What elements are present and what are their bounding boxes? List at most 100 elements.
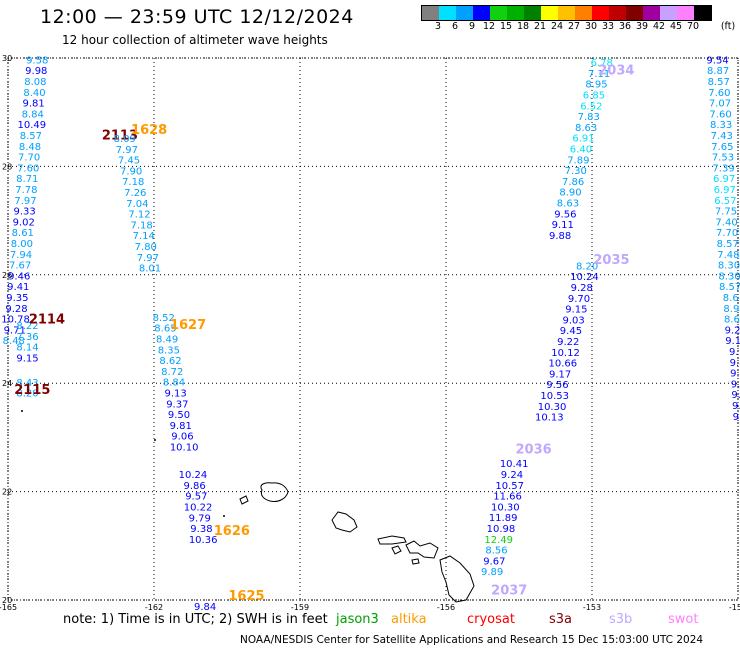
wave-height-value: 8.63 <box>557 199 579 210</box>
wave-height-value: 8.56 <box>485 546 507 557</box>
colorbar-swatch <box>643 6 660 20</box>
wave-height-value: 7.60 <box>708 88 730 99</box>
colorbar-swatch <box>558 6 575 20</box>
wave-height-value: 9.24 <box>501 470 523 481</box>
colorbar-tick-label: 9 <box>468 21 476 32</box>
wave-height-value: 7.18 <box>122 177 144 188</box>
wave-height-value: 8.90 <box>559 188 581 199</box>
wave-height-value: 8.48 <box>3 336 25 347</box>
wave-height-value: 7.14 <box>133 231 155 242</box>
wave-height-value: 6.97 <box>714 185 736 196</box>
wave-height-value: 6.85 <box>583 91 605 102</box>
wave-height-value: 8.30 <box>718 261 740 272</box>
wave-height-value: 7.86 <box>562 177 584 188</box>
colorbar-tick-label: 15 <box>499 21 513 32</box>
island-hawaii <box>439 555 475 603</box>
wave-height-value: 7.18 <box>130 220 152 231</box>
wave-height-value: 9.17 <box>549 369 571 380</box>
wave-height-value: 8.71 <box>16 174 38 185</box>
pass-time-label: 1626 <box>214 524 250 539</box>
legend-sat-jason3: jason3 <box>336 612 379 627</box>
wave-height-value: 7.90 <box>120 166 142 177</box>
wave-height-value: 8.63 <box>575 123 597 134</box>
wave-height-value: 10.66 <box>549 359 578 370</box>
wave-height-value: 9.56 <box>546 380 568 391</box>
legend-sat-swot: swot <box>668 612 699 627</box>
wave-height-value: 9.81 <box>170 421 192 432</box>
wave-height-value: 9.88 <box>549 231 571 242</box>
wave-height-value: 9.58 <box>26 55 48 66</box>
wave-height-value: 8.57 <box>719 282 740 293</box>
pass-time-label: 2115 <box>14 383 50 398</box>
wave-height-value: 8.14 <box>16 343 38 354</box>
wave-height-value: 9.46 <box>8 271 30 282</box>
wave-height-value: 7.04 <box>126 199 148 210</box>
island-maui <box>405 540 439 559</box>
wave-height-value: 8.49 <box>156 334 178 345</box>
wave-height-value: 9.57 <box>185 492 207 503</box>
wave-height-value: 7.60 <box>17 163 39 174</box>
island-molokai <box>377 535 407 545</box>
wave-height-value: 8.57 <box>717 239 739 250</box>
wave-height-value: 8.84 <box>163 378 185 389</box>
colorbar-tick-label: 21 <box>533 21 547 32</box>
colorbar-swatch <box>473 6 490 20</box>
wave-height-value: 6.57 <box>714 196 736 207</box>
wave-height-value: 7.65 <box>711 142 733 153</box>
wave-height-value: 7.70 <box>716 228 738 239</box>
wave-height-value: 7.80 <box>135 242 157 253</box>
colorbar-swatch <box>660 6 677 20</box>
colorbar-tick-label: 18 <box>516 21 530 32</box>
legend-sat-altika: altika <box>391 612 427 627</box>
island-niihau <box>239 495 249 505</box>
island-dot <box>154 439 156 441</box>
wave-height-value: 8.57 <box>20 131 42 142</box>
pass-time-label: 2034 <box>598 63 634 78</box>
wave-height-value: 7.36 <box>16 332 38 343</box>
longitude-tick-label: -159 <box>291 603 309 610</box>
wave-height-value: 9. <box>730 369 740 380</box>
wave-height-value: 8.61 <box>12 228 34 239</box>
wave-height-value: 7.53 <box>712 153 734 164</box>
wave-height-value: 7.70 <box>18 153 40 164</box>
pass-time-label: 1627 <box>170 318 206 333</box>
wave-height-value: 8.62 <box>159 356 181 367</box>
wave-height-value: 9.41 <box>7 282 29 293</box>
wave-height-value: 7.45 <box>118 156 140 167</box>
wave-height-value: 7.75 <box>715 207 737 218</box>
wave-height-value: 8.6 <box>723 293 739 304</box>
wave-height-value: 7.30 <box>565 166 587 177</box>
colorbar-tick-label: 24 <box>550 21 564 32</box>
wave-height-value: 9.37 <box>166 399 188 410</box>
colorbar-swatch <box>439 6 456 20</box>
island-dot <box>223 515 225 517</box>
wave-height-value: 6.78 <box>591 58 613 69</box>
wave-height-value: 9.81 <box>22 99 44 110</box>
colorbar-tick-label: 30 <box>584 21 598 32</box>
wave-height-value: 9.79 <box>189 513 211 524</box>
wave-height-value: 7.94 <box>10 250 32 261</box>
wave-height-value: 8.09 <box>114 134 136 145</box>
wave-height-value: 10.53 <box>540 391 569 402</box>
island-kauai <box>260 482 289 502</box>
colorbar-swatch <box>592 6 609 20</box>
wave-height-value: 9.06 <box>171 432 193 443</box>
wave-height-value: 9.56 <box>554 209 576 220</box>
wave-height-value: 8.40 <box>23 88 45 99</box>
wave-height-value: 9.98 <box>25 66 47 77</box>
wave-height-value: 9.71 <box>4 325 26 336</box>
wave-height-value: 11.66 <box>493 492 522 503</box>
wave-height-value: 10.49 <box>17 120 46 131</box>
wave-height-value: 7.12 <box>128 210 150 221</box>
longitude-tick-label: -162 <box>145 603 163 610</box>
latitude-tick-label: 26 <box>2 271 12 280</box>
wave-height-value: 8.87 <box>707 66 729 77</box>
island-oahu <box>331 511 358 533</box>
colorbar-tick-label: 27 <box>567 21 581 32</box>
wave-height-value: 10.13 <box>535 413 564 424</box>
wave-height-value: 9.11 <box>552 220 574 231</box>
colorbar-swatch <box>490 6 507 20</box>
colorbar-tick-label: 42 <box>652 21 666 32</box>
colorbar-tick-label: 3 <box>434 21 442 32</box>
wave-height-value: 8.22 <box>16 321 38 332</box>
